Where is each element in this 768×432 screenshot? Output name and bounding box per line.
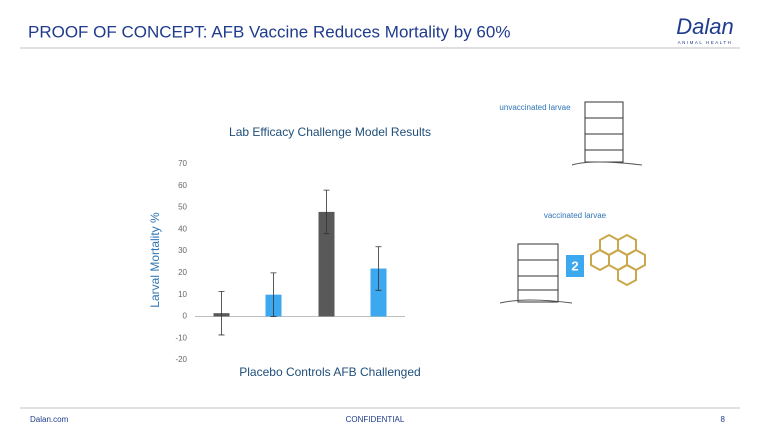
image-label: unvaccinated larvae xyxy=(499,103,571,112)
y-tick-label: 0 xyxy=(183,312,188,321)
hive-illustration xyxy=(499,243,573,304)
error-bar xyxy=(270,272,277,317)
chart-title: Lab Efficacy Challenge Model Results xyxy=(229,125,431,139)
logo-subtitle: ANIMAL HEALTH xyxy=(678,40,733,45)
x-axis-label: Placebo Controls AFB Challenged xyxy=(239,365,420,379)
error-bar xyxy=(375,246,382,291)
y-tick-label: 30 xyxy=(178,246,187,255)
image-label: vaccinated larvae xyxy=(544,211,607,220)
y-tick-label: 60 xyxy=(178,181,187,190)
bar xyxy=(370,268,387,317)
bar xyxy=(318,211,335,317)
badge xyxy=(566,255,584,277)
page-number: 8 xyxy=(721,415,726,424)
y-tick-label: 50 xyxy=(178,203,187,212)
y-axis-label: Larval Mortality % xyxy=(148,212,162,308)
y-tick-label: 20 xyxy=(178,268,187,277)
logo: Dalan xyxy=(676,14,733,39)
error-bar xyxy=(323,189,330,235)
honeycomb xyxy=(590,233,646,287)
y-tick-label: -10 xyxy=(175,333,187,342)
error-bar xyxy=(218,291,225,336)
footer-center: CONFIDENTIAL xyxy=(346,415,405,424)
y-tick-label: 10 xyxy=(178,290,187,299)
hive-illustration xyxy=(571,101,643,166)
y-tick-label: 40 xyxy=(178,224,187,233)
badge-label: 2 xyxy=(571,258,578,273)
y-tick-label: 70 xyxy=(178,159,187,168)
footer-left: Dalan.com xyxy=(30,415,69,424)
y-tick-label: -20 xyxy=(175,355,187,364)
slide-title: PROOF OF CONCEPT: AFB Vaccine Reduces Mo… xyxy=(28,22,510,41)
